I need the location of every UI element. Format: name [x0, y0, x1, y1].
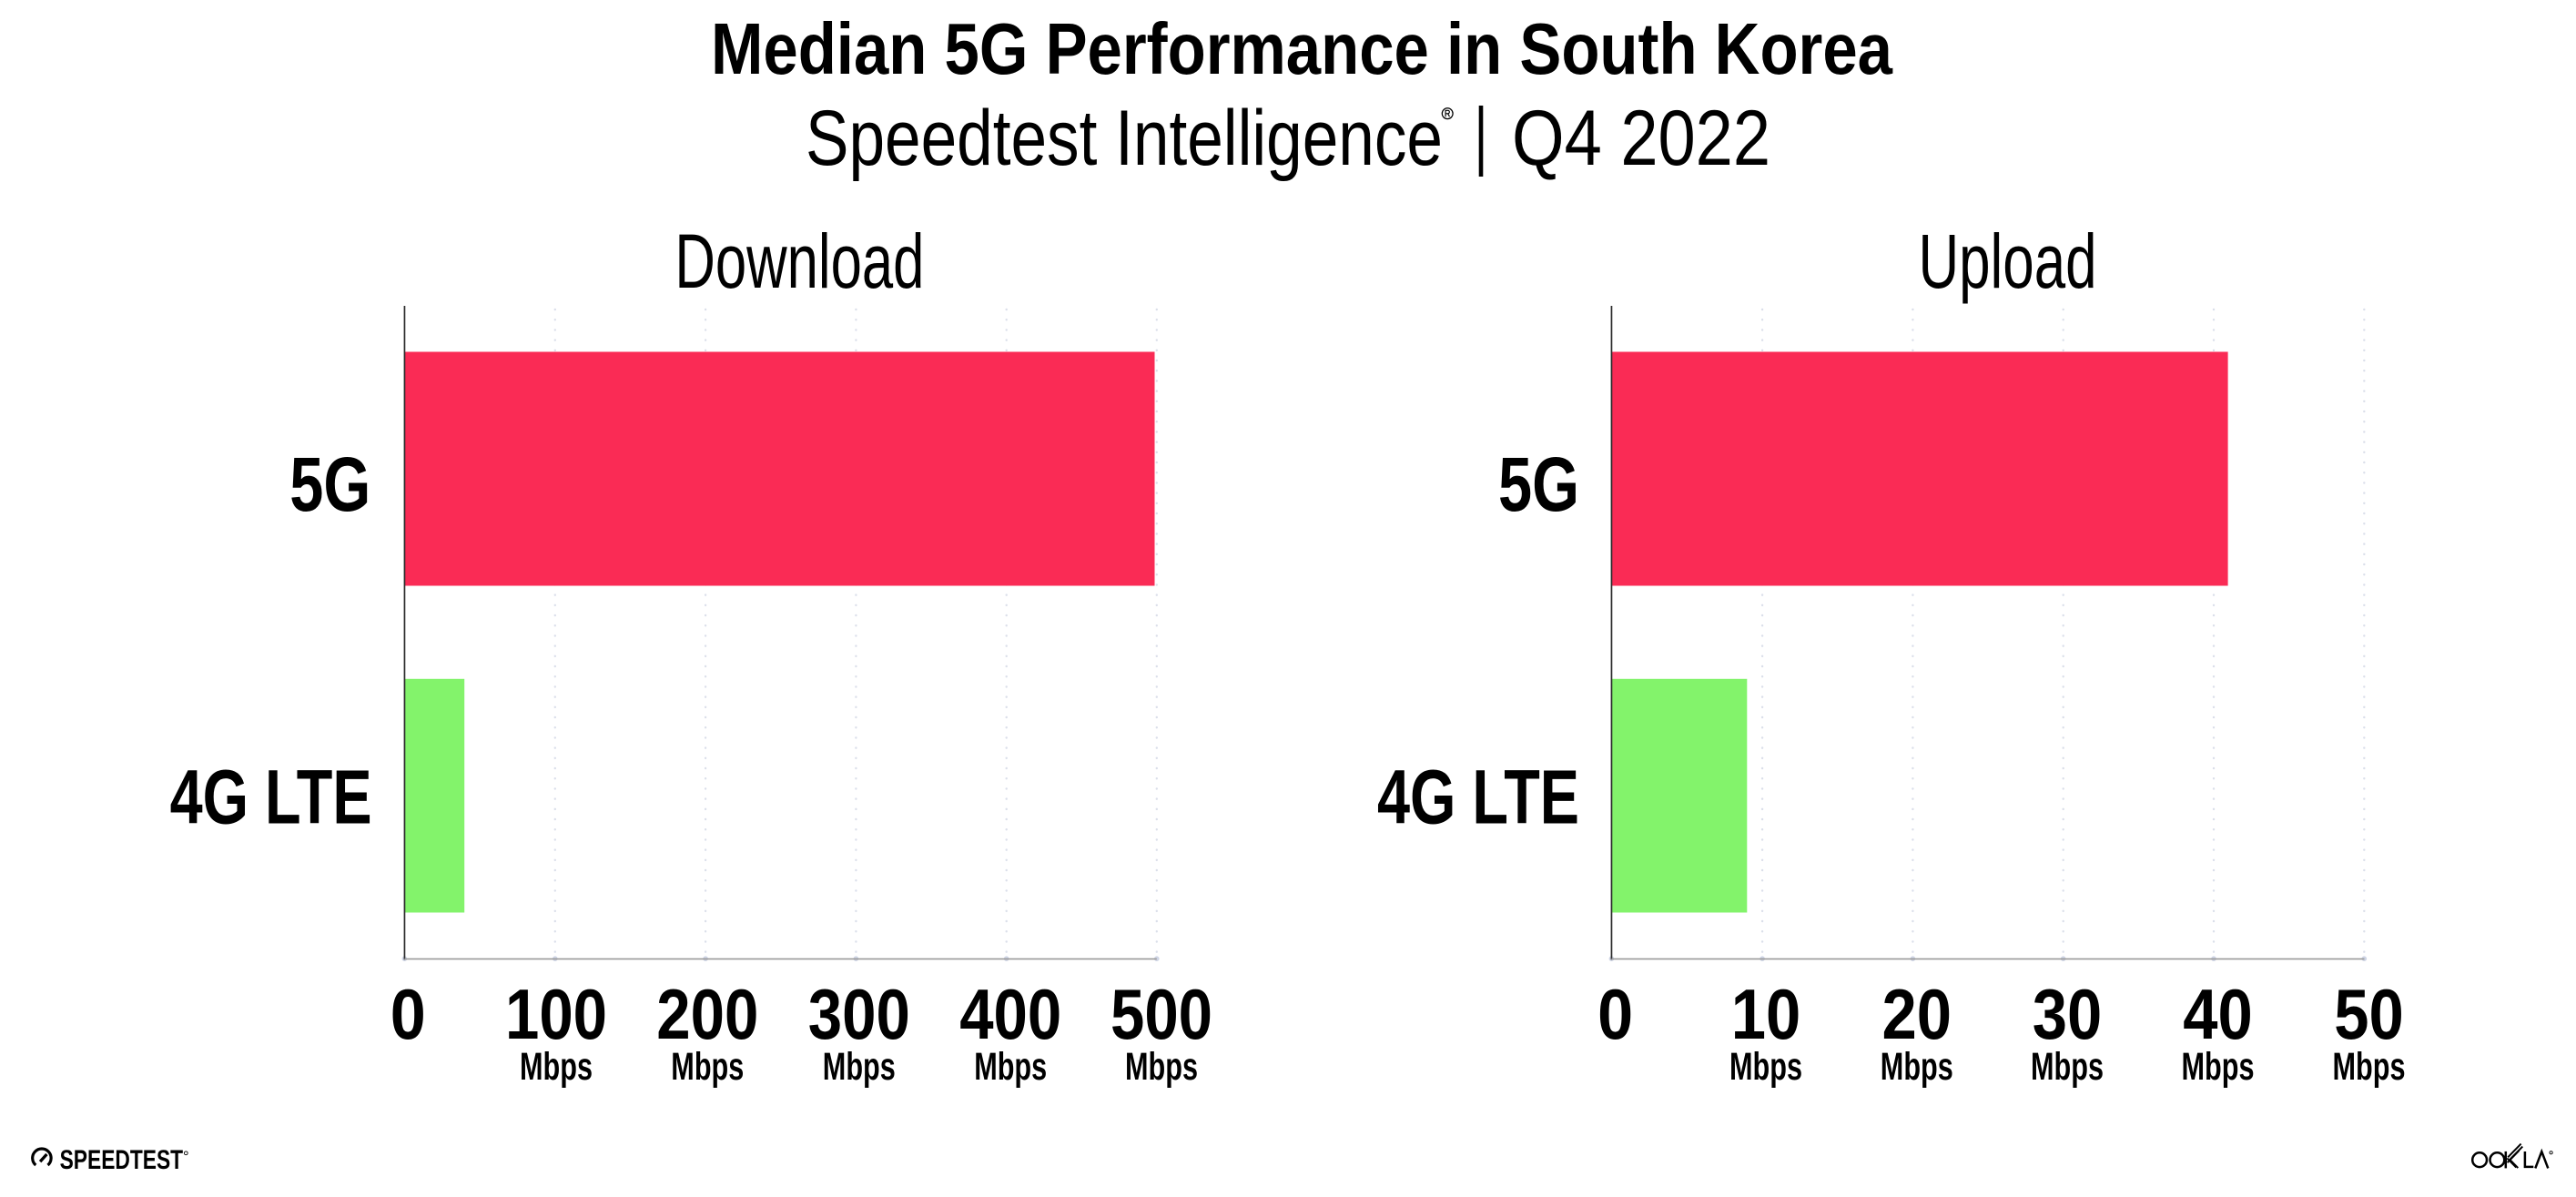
svg-text:0: 0: [390, 974, 426, 1054]
svg-text:Mbps: Mbps: [1881, 1045, 1953, 1089]
svg-text:500: 500: [1111, 974, 1212, 1054]
svg-text:Mbps: Mbps: [2333, 1045, 2406, 1089]
svg-text:Q4 2022: Q4 2022: [1512, 95, 1770, 182]
svg-text:Mbps: Mbps: [2182, 1045, 2255, 1089]
svg-text:300: 300: [808, 974, 910, 1054]
svg-text:SPEEDTEST: SPEEDTEST: [60, 1145, 184, 1175]
svg-text:Mbps: Mbps: [2031, 1045, 2104, 1089]
svg-text:200: 200: [656, 974, 758, 1054]
svg-text:5G: 5G: [1498, 441, 1579, 527]
svg-text:30: 30: [2033, 974, 2103, 1054]
svg-text:5G: 5G: [289, 441, 370, 527]
svg-text:400: 400: [959, 974, 1061, 1054]
svg-text:Mbps: Mbps: [671, 1045, 744, 1089]
svg-text:Speedtest Intelligence: Speedtest Intelligence: [806, 95, 1443, 182]
svg-text:4G LTE: 4G LTE: [1377, 754, 1579, 839]
svg-text:Mbps: Mbps: [974, 1045, 1047, 1089]
svg-text:Mbps: Mbps: [823, 1045, 896, 1089]
svg-text:0: 0: [1597, 974, 1633, 1054]
svg-text:4G LTE: 4G LTE: [170, 754, 372, 839]
svg-text:100: 100: [505, 974, 607, 1054]
svg-text:Download: Download: [674, 218, 924, 304]
svg-text:Mbps: Mbps: [520, 1045, 593, 1089]
svg-text:Mbps: Mbps: [1729, 1045, 1802, 1089]
svg-text:Upload: Upload: [1919, 218, 2097, 304]
svg-text:50: 50: [2334, 974, 2404, 1054]
svg-text:Mbps: Mbps: [1125, 1045, 1198, 1089]
svg-text:10: 10: [1731, 974, 1801, 1054]
svg-text:Median 5G Performance in South: Median 5G Performance in South Korea: [711, 8, 1892, 89]
svg-text:20: 20: [1882, 974, 1952, 1054]
svg-text:40: 40: [2183, 974, 2253, 1054]
